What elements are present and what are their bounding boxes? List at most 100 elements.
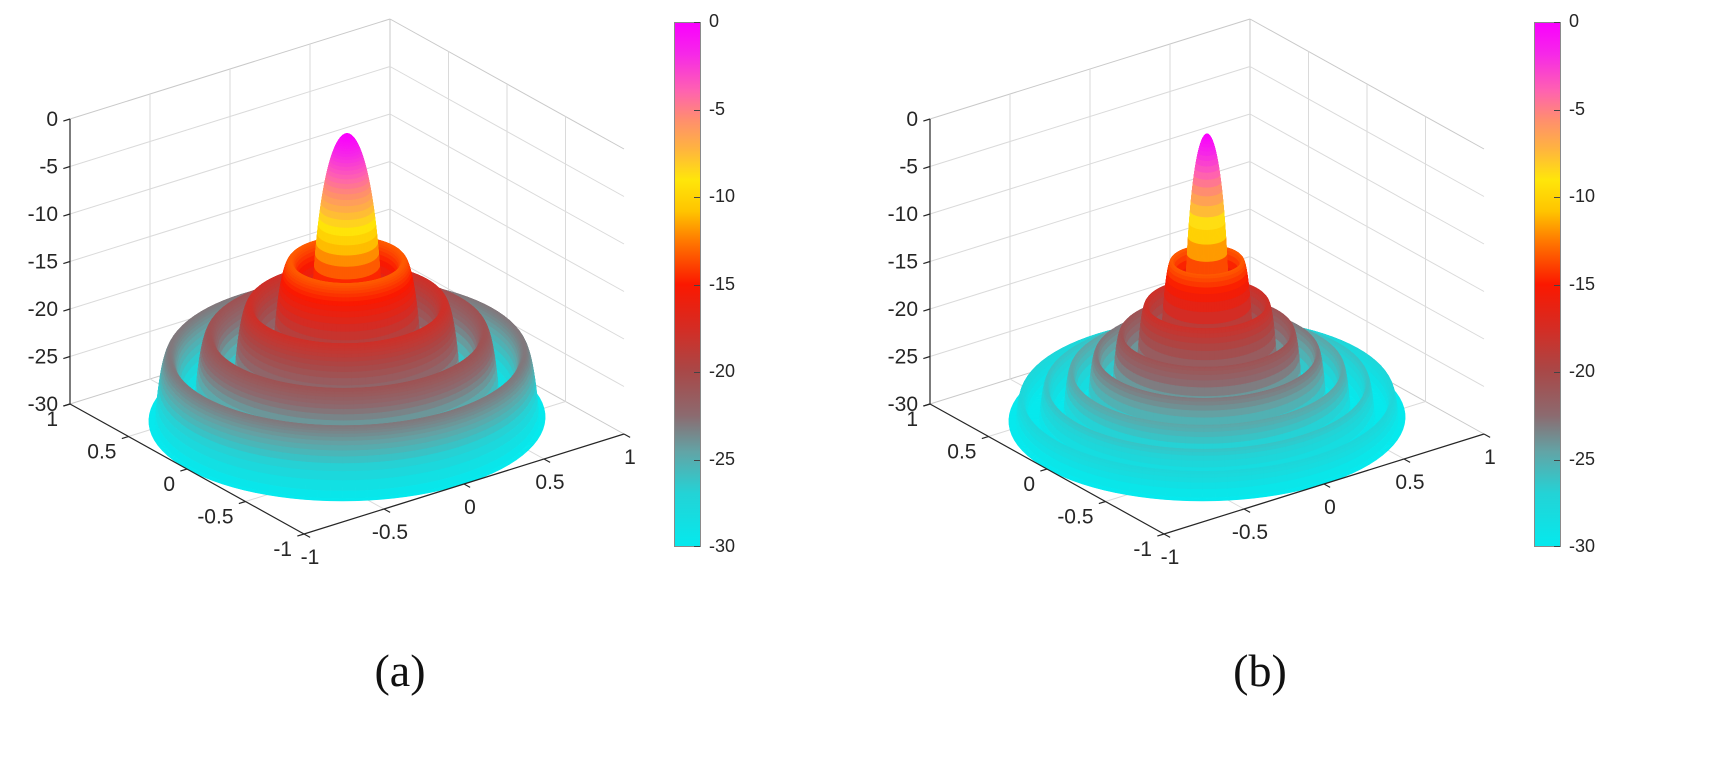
z-tick-label: -20 [888,298,918,321]
z-axis-tick [923,213,931,217]
colorbar-tick-label: -30 [1569,536,1596,556]
caption-a: (a) [0,644,800,697]
x-axis-tick [463,483,471,488]
z-axis-tick [923,118,931,122]
z-tick-label: -30 [888,393,918,416]
y-tick-label: 0.5 [947,441,976,464]
surface-plot-b [860,4,1520,584]
y-tick-label: -1 [1133,538,1152,561]
caption-b: (b) [860,644,1660,697]
colorbar-tick-label: 0 [1569,11,1580,31]
colorbar-tick-label: -30 [709,536,736,556]
y-axis-tick [238,500,246,505]
colorbar-tick-label: -20 [1569,361,1596,381]
colorbar-a: 0 -5 -10 -15 -20 -25 -30 [674,11,804,562]
colorbar-tick [694,546,700,547]
z-tick-label: -10 [888,203,918,226]
colorbar-tick-label: -25 [1569,448,1596,469]
x-axis-tick [1403,458,1411,463]
surface-panel-b: 0 -5 -10 -15 -20 -25 -30 1 0.5 0 -0.5 -1 -1 -0.5 0 0.5 1… [860,4,1720,778]
x-tick-label: -1 [1161,546,1180,569]
z-axis-tick [63,165,71,170]
surface-plot-a [0,4,660,584]
caption-text-b: (b) [1233,645,1287,696]
x-tick-label: 1 [1484,446,1496,469]
x-axis-tick [1243,508,1251,513]
z-axis-tick [923,355,931,360]
x-tick-label: -1 [301,546,320,569]
z-tick-label: -20 [28,298,58,321]
colorbar-tick-label: -15 [709,273,736,294]
y-tick-label: -0.5 [197,506,233,529]
y-axis-tick [1040,468,1048,472]
z-axis-tick [63,260,71,265]
x-axis-tick [543,458,551,463]
z-tick-label: -15 [28,251,58,274]
z-tick-label: -10 [28,203,58,226]
x-axis-tick [1483,433,1491,438]
y-axis-tick [981,435,989,440]
colorbar-tick [1554,372,1560,373]
colorbar-tick [1554,284,1560,286]
z-axis-tick [923,260,931,265]
colorbar-tick [694,459,700,461]
z-tick-label: -5 [39,156,58,179]
colorbar-tick [1554,459,1560,461]
y-axis-tick [1157,533,1165,537]
colorbar-tick [1554,546,1560,547]
x-tick-label: -0.5 [1232,521,1268,544]
y-axis-tick [63,403,71,407]
y-axis-tick [923,403,931,407]
colorbar-tick [694,284,700,286]
z-axis-tick [63,308,71,312]
colorbar-tick [1554,22,1560,23]
z-tick-label: -5 [899,156,918,179]
x-axis-tick [623,433,631,438]
y-axis-tick [1098,500,1106,505]
colorbar-tick-label: -10 [709,186,736,206]
x-tick-label: 0 [464,496,476,519]
z-axis-tick [63,118,71,122]
x-tick-label: 1 [624,446,636,469]
z-axis-tick [923,165,931,170]
colorbar-tick [1554,109,1560,111]
z-axis-tick [63,355,71,360]
colorbar-tick-label: -5 [1569,98,1586,119]
colorbar-tick [694,372,700,373]
x-axis-tick [303,533,311,538]
colorbar-b: 0 -5 -10 -15 -20 -25 -30 [1534,11,1664,562]
colorbar-tick [694,197,700,198]
x-axis-tick [383,508,391,513]
colorbar-tick [1554,197,1560,198]
z-tick-label: -30 [28,393,58,416]
z-tick-label: -25 [888,346,918,369]
colorbar-tick-label: -20 [709,361,736,381]
y-axis-tick [180,468,188,472]
colorbar-tick-label: 0 [709,11,720,31]
y-tick-label: -0.5 [1057,506,1093,529]
colorbar-tick [694,109,700,111]
x-tick-label: 0.5 [1395,471,1424,494]
y-tick-label: 0 [1023,473,1035,496]
y-tick-label: 0 [163,473,175,496]
caption-text-a: (a) [374,645,426,696]
colorbar-tick [694,22,700,23]
surface-panel-a: 0 -5 -10 -15 -20 -25 -30 1 0.5 0 -0.5 -1 -1 -0.5 0 0.5 1… [0,4,860,778]
z-tick-label: 0 [906,108,918,131]
z-axis-tick [63,213,71,217]
y-tick-label: 1 [46,408,58,431]
y-tick-label: 1 [906,408,918,431]
z-tick-label: 0 [46,108,58,131]
x-tick-label: 0 [1324,496,1336,519]
x-tick-label: -0.5 [372,521,408,544]
colorbar-tick-label: -5 [709,98,726,119]
colorbar-tick-label: -10 [1569,186,1596,206]
y-axis-tick [121,435,129,440]
y-axis-tick [297,533,305,537]
x-axis-tick [1163,533,1171,538]
colorbar-tick-label: -25 [709,448,736,469]
y-tick-label: -1 [273,538,292,561]
